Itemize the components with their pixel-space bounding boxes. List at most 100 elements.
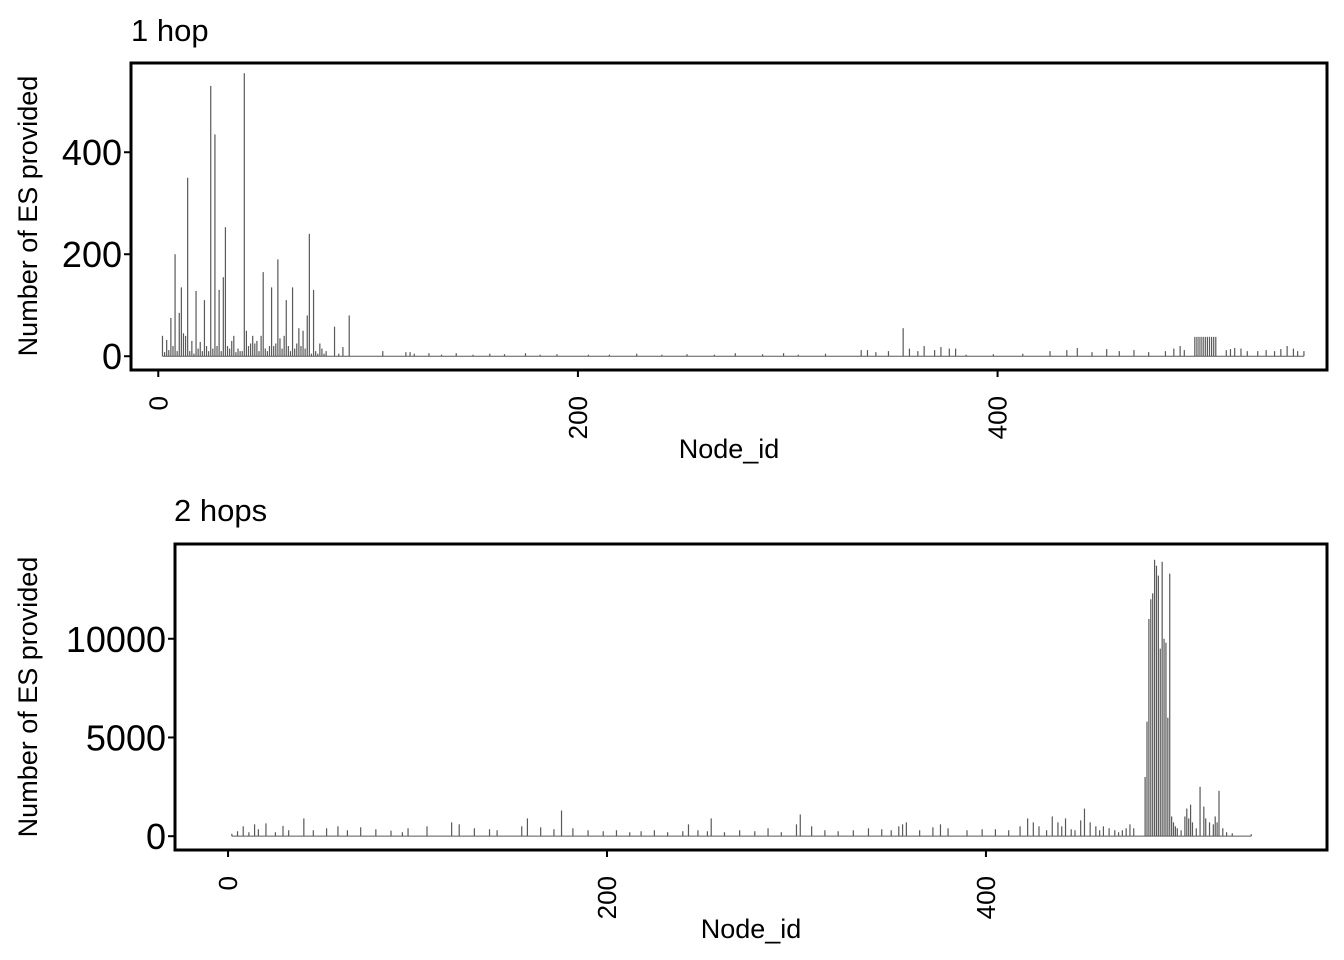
bar-1hop [1215, 336, 1217, 357]
bar-2hops [710, 818, 712, 837]
bar-1hop [273, 346, 275, 357]
bar-1hop [524, 353, 527, 357]
bar-1hop [413, 353, 415, 357]
bar-1hop [636, 353, 638, 357]
bar-2hops [1188, 818, 1190, 837]
bar-1hop [1286, 346, 1288, 357]
bar-2hops [253, 824, 256, 837]
bar-1hop [686, 354, 688, 357]
bar-2hops [602, 831, 604, 837]
y-axis-label-1hop: Number of ES provided [13, 76, 43, 357]
bar-1hop [1183, 350, 1185, 357]
bar-1hop [734, 353, 736, 357]
bar-2hops [488, 829, 491, 837]
bar-2hops [1191, 822, 1194, 837]
bar-1hop [782, 353, 785, 357]
bar-1hop [319, 343, 321, 357]
bar-1hop [1234, 348, 1236, 357]
x-tick-label: 0 [143, 396, 173, 410]
bar-1hop [405, 352, 407, 357]
bar-2hops [1150, 599, 1152, 837]
bar-1hop [254, 343, 256, 357]
bar-2hops [1157, 575, 1159, 837]
y-tick-label: 5000 [86, 717, 166, 758]
bar-1hop [245, 330, 248, 357]
bar-2hops [1212, 824, 1214, 837]
bar-2hops [1125, 828, 1127, 837]
bar-1hop [266, 351, 268, 357]
bar-1hop [797, 354, 799, 357]
x-ticks-1hop: 0 200 400 [143, 370, 1013, 439]
bar-1hop [556, 354, 558, 357]
bar-1hop [315, 351, 317, 357]
bar-1hop [875, 352, 877, 357]
bar-1hop [180, 287, 182, 357]
bar-1hop [908, 348, 911, 357]
bar-1hop [298, 328, 300, 357]
y-tick-label: 0 [146, 816, 166, 857]
bar-1hop [1133, 350, 1135, 357]
bar-1hop [275, 343, 277, 357]
bar-1hop [923, 346, 925, 357]
bar-1hop [1194, 336, 1196, 357]
bar-1hop [262, 272, 264, 357]
bar-1hop [184, 335, 187, 357]
bar-1hop [902, 328, 904, 357]
bar-1hop [281, 348, 283, 357]
bar-1hop [761, 354, 764, 357]
bar-1hop [824, 353, 827, 357]
bar-1hop [1292, 348, 1295, 357]
bar-1hop [241, 351, 243, 357]
bar-2hops [526, 818, 529, 837]
bar-2hops [521, 826, 523, 837]
bar-2hops [265, 823, 267, 837]
bar-2hops [1032, 822, 1034, 837]
bar-1hop [325, 351, 327, 357]
bar-2hops [407, 828, 409, 837]
bar-2hops [540, 827, 542, 837]
bar-1hop [1303, 351, 1305, 357]
bar-1hop [191, 340, 193, 357]
x-ticks-2hops: 0 200 400 [213, 850, 1001, 919]
bar-1hop [1280, 349, 1282, 357]
chart-panel-2hops: 2 hops Number of ES provided 0500010000 … [13, 493, 1329, 944]
bar-2hops [572, 828, 574, 837]
plot-frame-1hop [129, 61, 1329, 372]
bar-2hops [723, 832, 726, 837]
bar-1hop [239, 351, 241, 357]
bar-1hop [250, 343, 252, 357]
bar-1hop [237, 348, 239, 357]
bar-1hop [176, 351, 178, 357]
bar-2hops [966, 830, 968, 837]
bar-2hops [1172, 822, 1175, 837]
y-tick-label: 400 [62, 132, 122, 173]
bar-2hops [754, 831, 756, 837]
bar-1hop [934, 350, 936, 357]
bar-1hop [1066, 350, 1068, 357]
bar-2hops [1169, 573, 1171, 837]
bar-2hops [667, 832, 669, 837]
bar-2hops [451, 822, 453, 837]
bar-2hops [881, 829, 883, 837]
bar-2hops [248, 832, 250, 837]
bar-2hops [303, 818, 305, 837]
bar-2hops [360, 827, 362, 837]
bar-2hops [1176, 828, 1178, 837]
bar-1hop [1148, 352, 1150, 357]
bar-1hop [1204, 336, 1206, 357]
bar-2hops [1163, 638, 1165, 837]
bar-2hops [1165, 642, 1167, 837]
bar-2hops [337, 826, 339, 837]
bar-1hop [1229, 349, 1232, 357]
bar-1hop [268, 346, 271, 357]
bar-1hop [178, 312, 180, 357]
bar-2hops [1099, 830, 1101, 837]
bar-1hop [503, 354, 506, 357]
bar-1hop [243, 73, 245, 357]
bar-1hop [1106, 349, 1108, 357]
bar-2hops [1216, 822, 1218, 837]
y-ticks-2hops: 0 5000 10000 [66, 619, 175, 857]
bar-2hops [1117, 832, 1120, 837]
bar-2hops [257, 829, 259, 837]
bar-2hops [898, 826, 900, 837]
